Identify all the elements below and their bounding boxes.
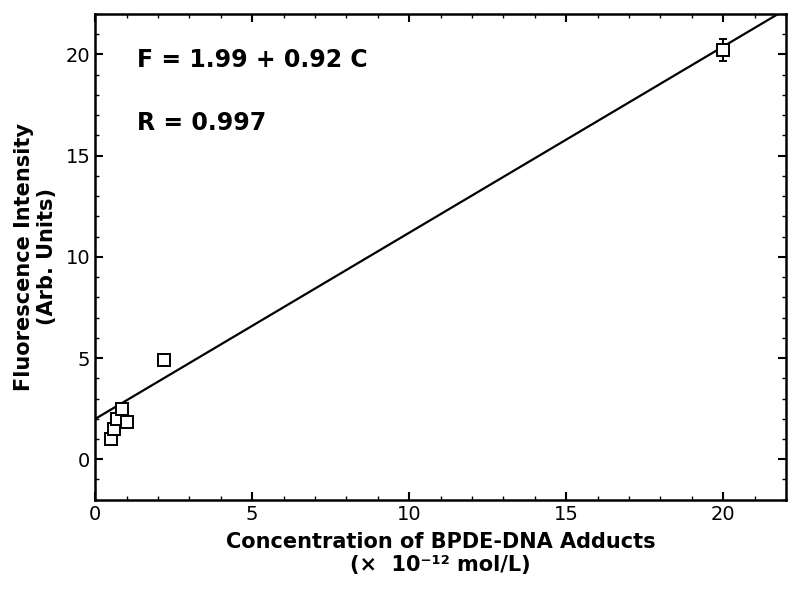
X-axis label: Concentration of BPDE-DNA Adducts
(×  10⁻¹² mol/L): Concentration of BPDE-DNA Adducts (× 10⁻… [226,532,655,575]
Y-axis label: Fluorescence Intensity
(Arb. Units): Fluorescence Intensity (Arb. Units) [14,123,57,391]
Text: R = 0.997: R = 0.997 [137,111,266,135]
Text: F = 1.99 + 0.92 C: F = 1.99 + 0.92 C [137,48,367,72]
